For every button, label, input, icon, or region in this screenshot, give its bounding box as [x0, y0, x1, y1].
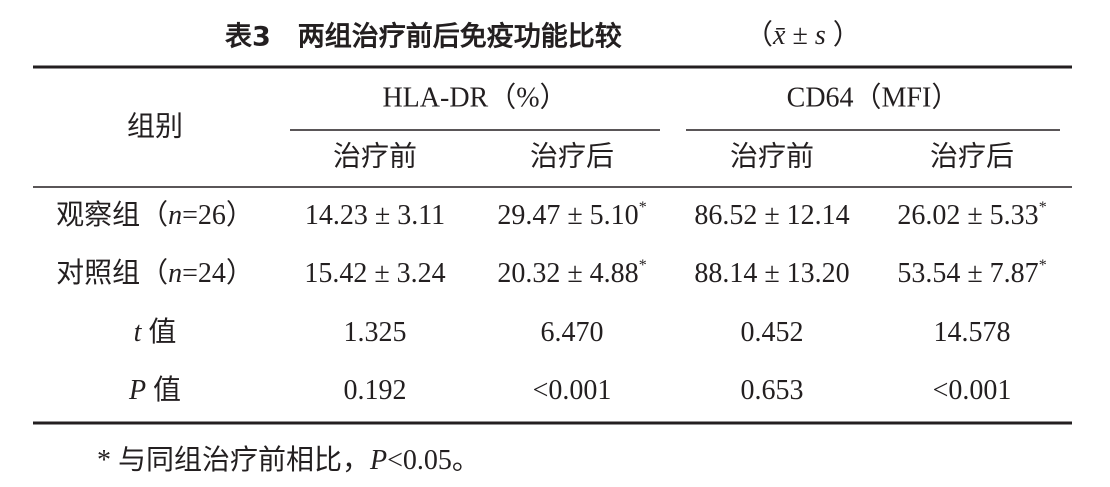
stat-part: x̄: [772, 20, 786, 51]
cell: <0.001: [533, 375, 612, 406]
cell-sup: *: [639, 199, 647, 216]
cell-value: 14.23 ± 3.11: [305, 200, 445, 231]
subheader: 治疗后: [530, 140, 614, 172]
cell: 26.02 ± 5.33*: [897, 199, 1046, 232]
cell: 1.325: [344, 317, 407, 348]
subheader: 治疗前: [333, 140, 417, 172]
label-part: t: [134, 317, 143, 348]
footnote: * 与同组治疗前相比，P<0.05。: [97, 444, 480, 476]
label-part: n: [168, 258, 182, 289]
row-label: t 值: [134, 316, 177, 348]
cell: 53.54 ± 7.87*: [897, 257, 1046, 290]
label-part: n: [168, 200, 182, 231]
label-part: P: [128, 375, 146, 406]
subheader: 治疗后: [930, 140, 1014, 172]
cell-value: 1.325: [344, 317, 407, 348]
cell-sup: *: [639, 257, 647, 274]
cell: 20.32 ± 4.88*: [497, 257, 646, 290]
cell: 14.578: [934, 317, 1011, 348]
cell: 0.653: [741, 375, 804, 406]
cell: 0.452: [741, 317, 804, 348]
stat-part: （: [745, 19, 773, 51]
cell-sup: *: [1039, 257, 1047, 274]
row-label: 观察组（n=26）: [56, 199, 254, 231]
label-part: 对照组（: [56, 257, 168, 289]
col-group-header: HLA-DR（%）: [382, 81, 567, 113]
cell: 0.192: [344, 375, 407, 406]
label-part: 值: [146, 374, 181, 406]
title: 表3 两组治疗前后免疫功能比较: [225, 21, 622, 53]
label-part: =24）: [182, 257, 254, 289]
cell: 86.52 ± 12.14: [694, 200, 849, 231]
cell-value: 20.32 ± 4.88: [497, 258, 638, 289]
cell-value: <0.001: [533, 375, 612, 406]
cell: <0.001: [933, 375, 1012, 406]
cell: 15.42 ± 3.24: [304, 258, 445, 289]
col-group-header: CD64（MFI）: [787, 81, 960, 113]
subheader: 治疗前: [730, 140, 814, 172]
stat-part: ）: [826, 19, 861, 51]
cell-value: 0.192: [344, 375, 407, 406]
group-header: 组别: [127, 110, 183, 142]
cell-value: 14.578: [934, 317, 1011, 348]
cell-value: 15.42 ± 3.24: [304, 258, 445, 289]
stat-part: ±: [785, 20, 814, 51]
row-label: P 值: [128, 374, 181, 406]
cell: 88.14 ± 13.20: [694, 258, 849, 289]
stat-part: s: [815, 20, 826, 51]
cell: 14.23 ± 3.11: [305, 200, 445, 231]
cell-value: 29.47 ± 5.10: [497, 200, 638, 231]
footnote-part: P: [369, 445, 387, 476]
title-stats: （x̄ ± s ）: [745, 19, 861, 51]
cell-value: <0.001: [933, 375, 1012, 406]
cell-value: 0.653: [741, 375, 804, 406]
cell-sup: *: [1039, 199, 1047, 216]
footnote-part: <0.05。: [387, 445, 480, 476]
label-part: 观察组（: [56, 199, 168, 231]
label-part: =26）: [182, 199, 254, 231]
cell-value: 6.470: [541, 317, 604, 348]
row-label: 对照组（n=24）: [56, 257, 254, 289]
cell: 6.470: [541, 317, 604, 348]
cell: 29.47 ± 5.10*: [497, 199, 646, 232]
cell-value: 26.02 ± 5.33: [897, 200, 1038, 231]
footnote-part: * 与同组治疗前相比，: [97, 444, 370, 476]
label-part: 值: [141, 316, 176, 348]
cell-value: 53.54 ± 7.87: [897, 258, 1038, 289]
cell-value: 86.52 ± 12.14: [694, 200, 849, 231]
cell-value: 0.452: [741, 317, 804, 348]
cell-value: 88.14 ± 13.20: [694, 258, 849, 289]
